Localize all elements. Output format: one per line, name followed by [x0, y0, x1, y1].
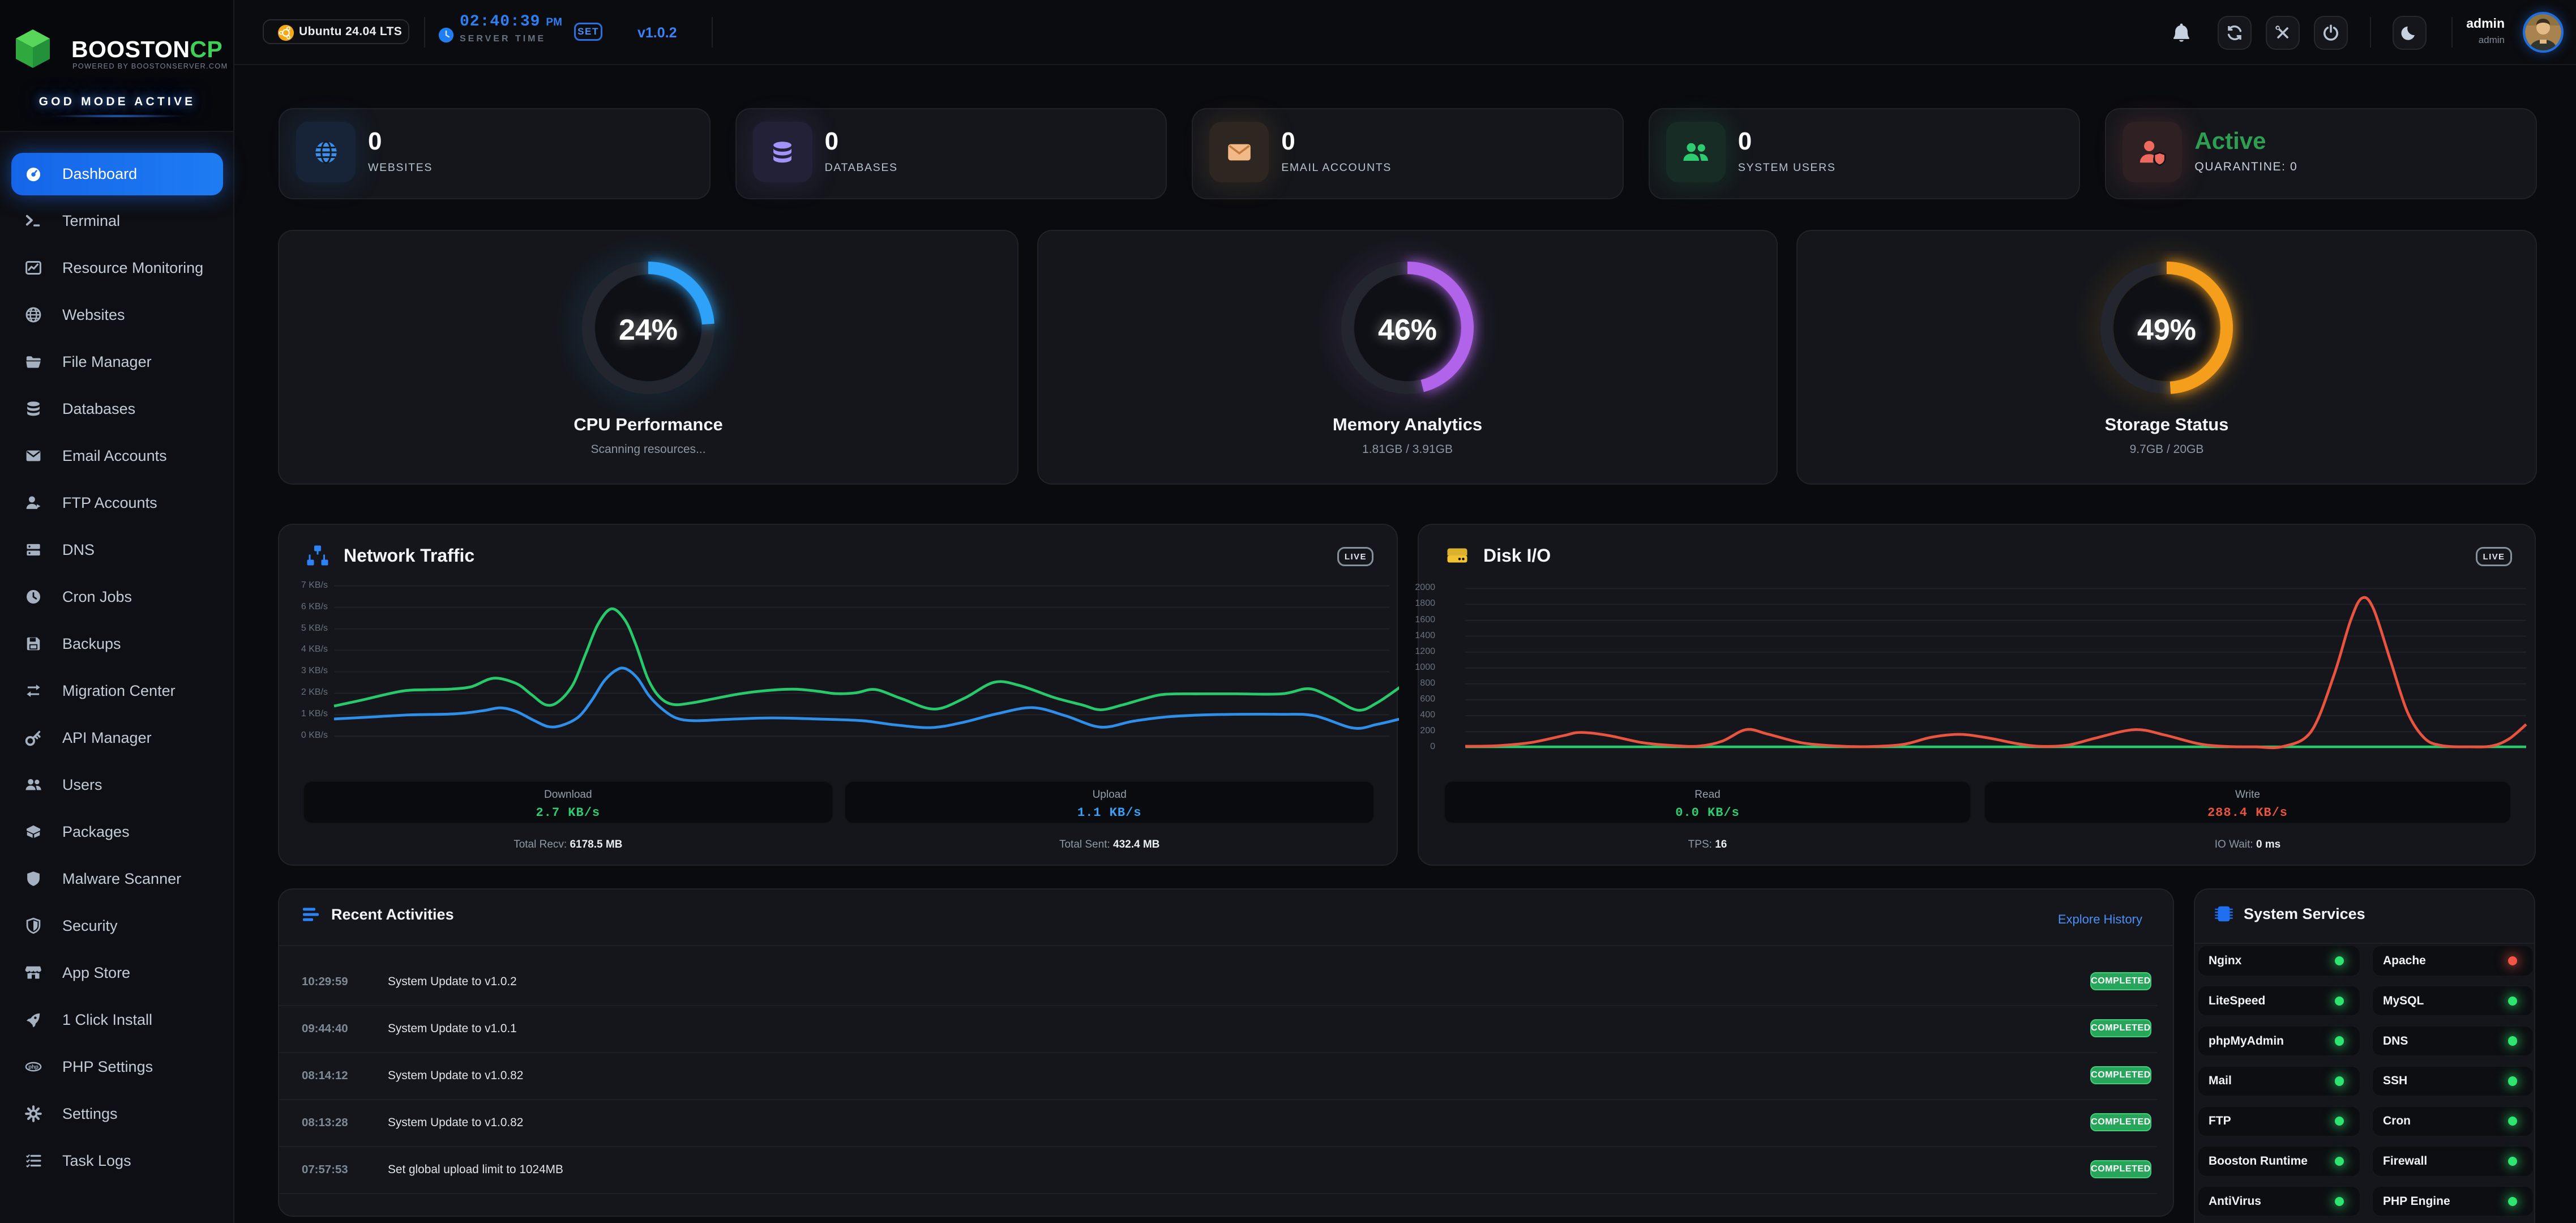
svg-text:php: php	[28, 1064, 38, 1071]
